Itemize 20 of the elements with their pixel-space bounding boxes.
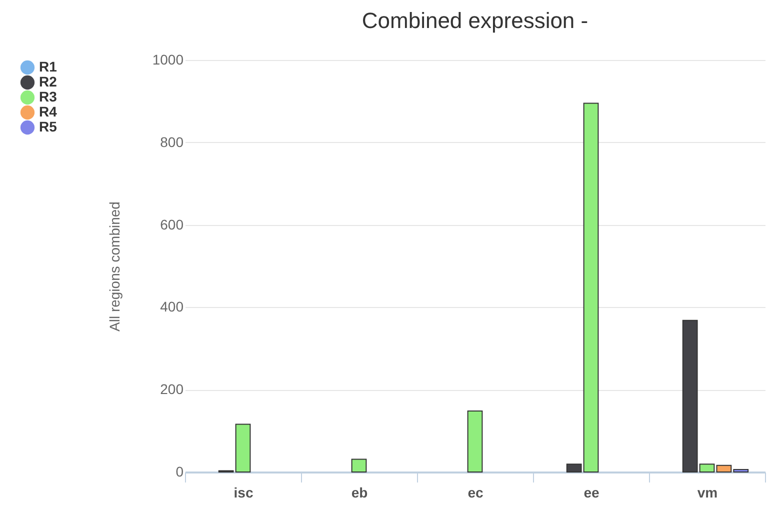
x-tick-label: vm xyxy=(697,484,718,500)
y-tick-label: 600 xyxy=(160,216,184,232)
y-axis-title: All regions combined xyxy=(106,202,122,332)
legend-label: R5 xyxy=(39,118,58,134)
x-tick-label: isc xyxy=(234,484,254,500)
y-tick-label: 800 xyxy=(160,134,184,150)
bar xyxy=(467,410,483,472)
x-tick-label: ec xyxy=(468,484,484,500)
x-tick-label: ee xyxy=(584,484,600,500)
legend-label: R1 xyxy=(39,58,58,74)
y-tick-label: 1000 xyxy=(152,52,184,68)
chart-title: Combined expression - xyxy=(362,8,588,33)
x-tick-label: eb xyxy=(351,484,368,500)
y-tick-label: 400 xyxy=(160,298,184,315)
legend-label: R2 xyxy=(39,74,58,90)
legend-label: R4 xyxy=(39,104,58,120)
bar xyxy=(351,458,367,472)
legend-label: R3 xyxy=(39,88,58,104)
y-tick-label: 200 xyxy=(160,381,184,398)
y-tick-label: 0 xyxy=(176,464,184,480)
